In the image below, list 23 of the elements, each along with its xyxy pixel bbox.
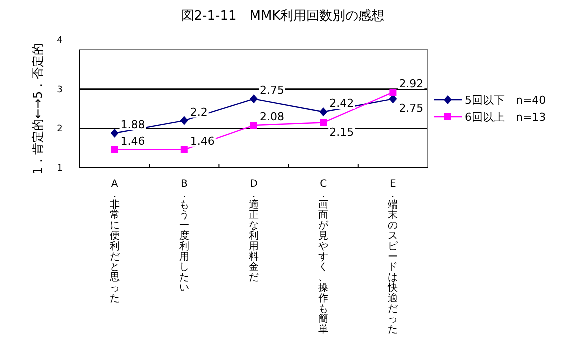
legend-label: 6回以上 n=13 — [465, 111, 546, 124]
data-label: 2.75 — [260, 84, 284, 98]
data-label: 2.75 — [399, 102, 424, 116]
data-label: 1.46 — [120, 134, 146, 148]
category-label: A．非常に便利だと思った — [110, 179, 120, 304]
data-label: 2.08 — [260, 110, 284, 124]
y-tick-label: 1 — [57, 164, 63, 174]
category-label: D．適正な利用料金だ — [249, 179, 259, 284]
category-label: C．画面が見やすく、操作も簡単 — [318, 179, 329, 336]
y-axis-title: 1．肯定的←→5．否定的 — [31, 43, 45, 175]
category-label: B．もう一度利用したい — [179, 179, 190, 294]
y-tick-label: 3 — [57, 85, 63, 96]
y-tick-label: 2 — [57, 124, 63, 135]
data-label: 1.46 — [190, 134, 215, 148]
y-tick-label: 4 — [57, 36, 64, 46]
category-label: E．端末のスピードは快適だった — [388, 179, 398, 336]
data-label: 2.42 — [330, 97, 354, 110]
legend-label: 5回以下 n=40 — [465, 94, 546, 107]
data-label: 2.92 — [399, 77, 424, 90]
data-label: 1.88 — [120, 118, 146, 132]
data-label: 2.2 — [190, 106, 208, 119]
data-label: 2.15 — [330, 126, 354, 139]
chart-title: 図2-1-11 MMK利用回数別の感想 — [181, 9, 385, 24]
